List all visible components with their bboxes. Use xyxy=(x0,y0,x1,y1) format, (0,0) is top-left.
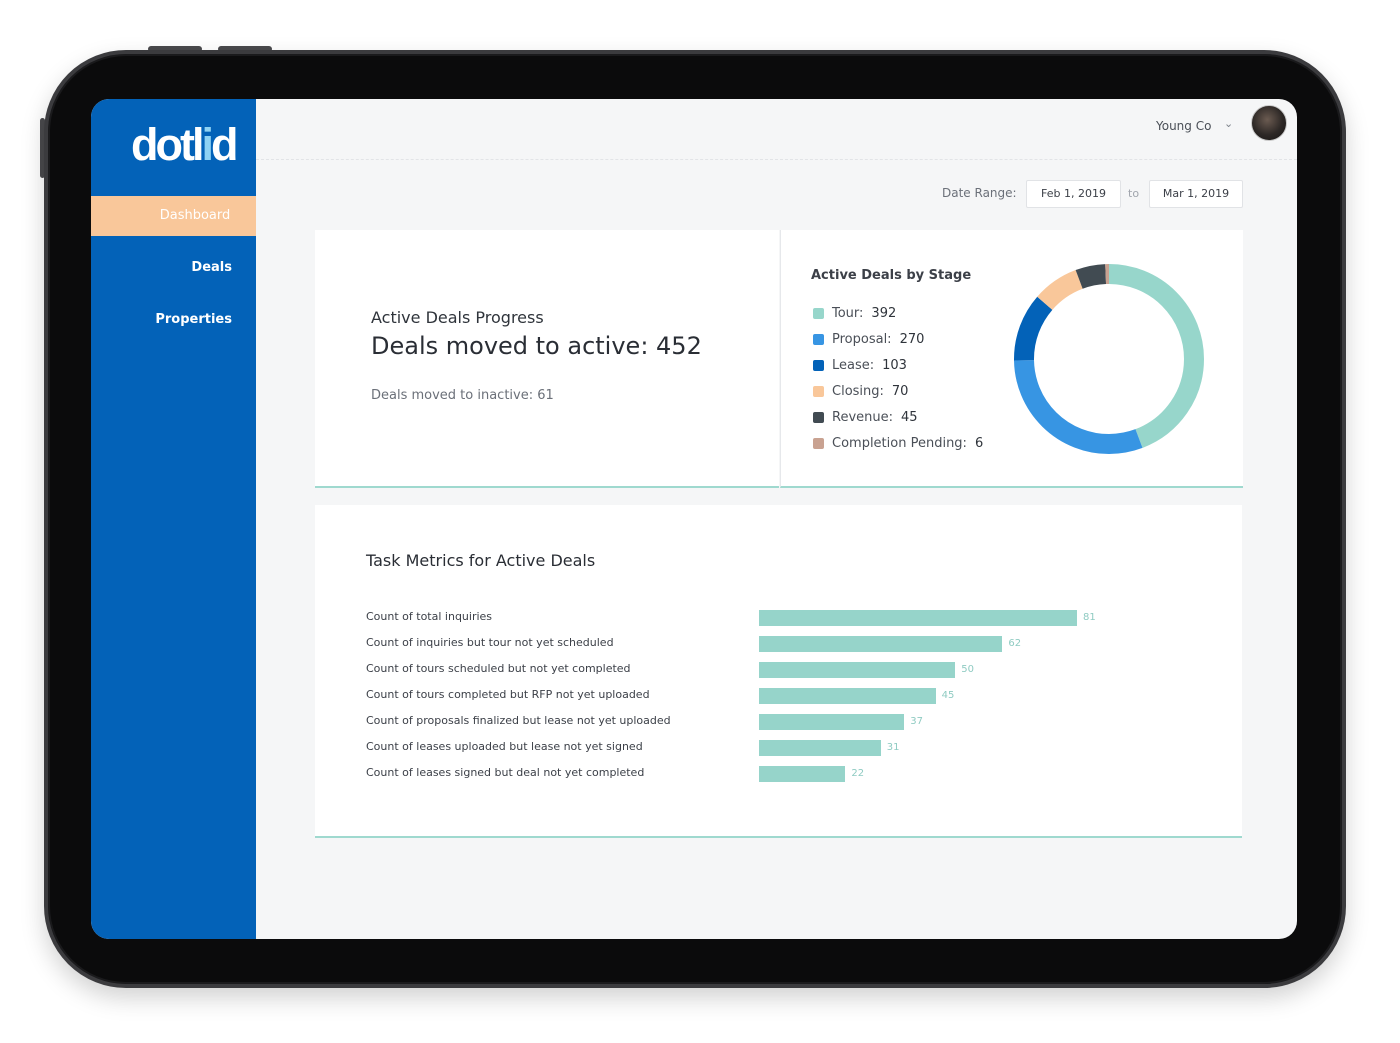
task-label: Count of leases uploaded but lease not y… xyxy=(366,740,643,753)
date-to-word: to xyxy=(1128,187,1140,200)
legend-label: Revenue: xyxy=(832,409,893,425)
legend-value: 392 xyxy=(871,305,897,321)
legend-item: Lease: 103 xyxy=(813,352,983,378)
donut-chart xyxy=(1014,264,1204,454)
sidebar: dotlid Dashboard Deals Properties xyxy=(91,99,256,939)
legend-swatch xyxy=(813,437,824,449)
date-from-input[interactable]: Feb 1, 2019 xyxy=(1026,180,1121,208)
task-value-label: 45 xyxy=(941,690,955,701)
task-value-label: 81 xyxy=(1083,612,1096,623)
task-bar xyxy=(759,714,905,730)
sidebar-item-dashboard[interactable]: Dashboard xyxy=(91,196,256,236)
legend-swatch xyxy=(813,359,824,371)
date-range-label: Date Range: xyxy=(942,186,1017,200)
donut-legend: Tour: 392 Proposal: 270 Lease: 103 Closing: 70 R… xyxy=(813,300,983,456)
task-row: Count of leases uploaded but lease not y… xyxy=(366,736,1226,762)
task-value-label: 31 xyxy=(886,742,900,753)
donut-slice xyxy=(1014,264,1204,454)
progress-label: Active Deals Progress xyxy=(371,308,544,327)
task-value-label: 50 xyxy=(961,664,975,675)
task-row: Count of total inquiries 81 xyxy=(366,606,1226,632)
task-bar xyxy=(759,740,881,756)
task-row: Count of proposals finalized but lease n… xyxy=(366,710,1226,736)
legend-value: 45 xyxy=(901,409,918,425)
task-row: Count of leases signed but deal not yet … xyxy=(366,762,1226,788)
legend-value: 270 xyxy=(899,331,925,347)
sidebar-item-properties[interactable]: Properties xyxy=(155,312,232,327)
legend-item: Proposal: 270 xyxy=(813,326,983,352)
task-label: Count of inquiries but tour not yet sche… xyxy=(366,636,614,649)
legend-item: Closing: 70 xyxy=(813,378,983,404)
task-value-label: 22 xyxy=(851,768,865,779)
task-bar xyxy=(759,610,1077,626)
legend-swatch xyxy=(813,411,824,423)
task-bar xyxy=(759,636,1003,652)
chevron-down-icon[interactable]: ⌄ xyxy=(1224,117,1234,130)
legend-label: Tour: xyxy=(832,305,864,321)
legend-swatch xyxy=(813,385,824,397)
legend-item: Completion Pending: 6 xyxy=(813,430,983,456)
top-bar: Young Co ⌄ xyxy=(256,99,1297,160)
legend-swatch xyxy=(813,333,824,345)
tasks-card: Task Metrics for Active Deals Count of t… xyxy=(315,505,1242,838)
legend-value: 70 xyxy=(891,383,909,399)
task-bar xyxy=(759,688,936,704)
donut-title: Active Deals by Stage xyxy=(811,268,972,283)
task-label: Count of total inquiries xyxy=(366,610,493,623)
task-row: Count of inquiries but tour not yet sche… xyxy=(366,632,1226,658)
power-button xyxy=(218,46,272,52)
legend-label: Closing: xyxy=(832,383,884,399)
app-screen: dotlid Dashboard Deals Properties Young … xyxy=(91,99,1297,939)
legend-swatch xyxy=(813,307,824,319)
legend-value: 103 xyxy=(882,357,907,373)
task-bar xyxy=(759,662,956,678)
logo-text-b: i xyxy=(201,119,213,170)
legend-item: Tour: 392 xyxy=(813,300,983,326)
date-to-input[interactable]: Mar 1, 2019 xyxy=(1149,180,1243,208)
side-button xyxy=(40,118,45,178)
legend-value: 6 xyxy=(974,435,984,451)
progress-card: Active Deals Progress Deals moved to act… xyxy=(315,230,779,488)
legend-label: Lease: xyxy=(832,357,875,373)
donut-slice xyxy=(1014,264,1204,454)
donut-slice xyxy=(1014,264,1204,454)
tasks-title: Task Metrics for Active Deals xyxy=(366,551,596,570)
logo-text-a: dotl xyxy=(131,119,204,170)
stage-card: Active Deals by Stage Tour: 392 Proposal: 2… xyxy=(780,230,1243,488)
user-name[interactable]: Young Co xyxy=(1156,119,1212,133)
progress-title: Deals moved to active: 452 xyxy=(371,332,702,360)
task-label: Count of tours completed but RFP not yet… xyxy=(366,688,650,701)
legend-label: Proposal: xyxy=(832,331,892,347)
task-bar-chart: Count of total inquiries 81 Count of inqui… xyxy=(366,606,1226,788)
task-value-label: 62 xyxy=(1008,638,1022,649)
task-row: Count of tours completed but RFP not yet… xyxy=(366,684,1226,710)
task-label: Count of leases signed but deal not yet … xyxy=(366,766,645,779)
progress-subtitle: Deals moved to inactive: 61 xyxy=(371,388,554,403)
legend-item: Revenue: 45 xyxy=(813,404,983,430)
sidebar-item-deals[interactable]: Deals xyxy=(191,260,232,275)
task-row: Count of tours scheduled but not yet com… xyxy=(366,658,1226,684)
task-label: Count of tours scheduled but not yet com… xyxy=(366,662,631,675)
task-value-label: 37 xyxy=(910,716,923,727)
logo: dotlid xyxy=(131,119,238,171)
legend-label: Completion Pending: xyxy=(832,435,967,451)
logo-text-c: d xyxy=(210,119,238,170)
avatar[interactable] xyxy=(1251,105,1287,141)
volume-button xyxy=(148,46,202,52)
task-label: Count of proposals finalized but lease n… xyxy=(366,714,671,727)
task-bar xyxy=(759,766,846,782)
